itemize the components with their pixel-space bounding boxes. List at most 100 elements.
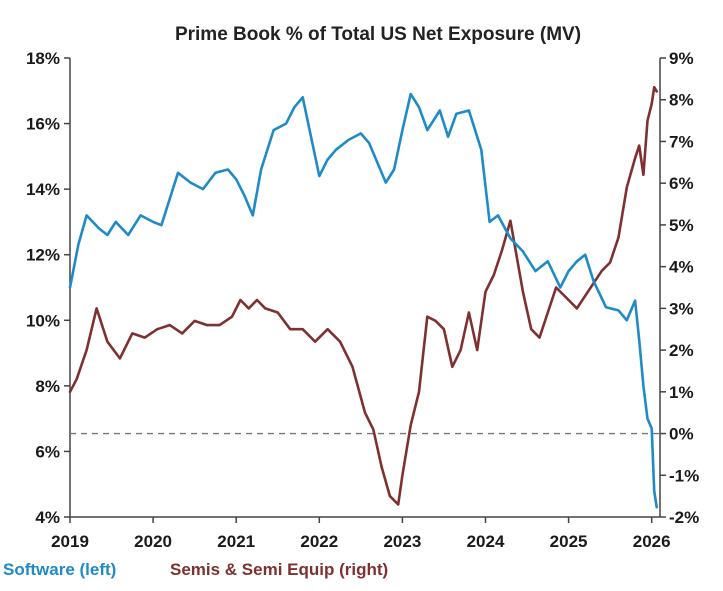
software-data-point bbox=[114, 221, 117, 223]
software-data-point bbox=[576, 260, 578, 263]
semis-data-point bbox=[567, 299, 570, 301]
software-data-point bbox=[77, 244, 80, 246]
software-data-point bbox=[252, 214, 254, 217]
x-tick-label: 2022 bbox=[300, 532, 338, 551]
software-data-point bbox=[488, 221, 491, 223]
software-data-point bbox=[139, 214, 142, 217]
semis-data-point bbox=[653, 86, 655, 88]
semis-data-point bbox=[314, 340, 316, 343]
software-data-point bbox=[214, 172, 217, 174]
semis-data-point bbox=[538, 336, 541, 339]
x-tick-label: 2025 bbox=[550, 532, 588, 551]
software-data-point bbox=[401, 129, 404, 131]
semis-data-point bbox=[468, 311, 470, 314]
software-data-point bbox=[634, 299, 636, 302]
software-data-point bbox=[426, 129, 429, 131]
right-tick-label: 5% bbox=[669, 216, 694, 235]
left-tick-label: 10% bbox=[26, 311, 60, 330]
right-tick-label: 2% bbox=[669, 341, 694, 360]
software-data-point bbox=[497, 214, 499, 217]
semis-data-point bbox=[484, 290, 487, 293]
semis-data-point bbox=[397, 503, 400, 506]
software-data-point bbox=[626, 319, 628, 322]
software-data-point bbox=[617, 309, 620, 312]
semis-data-point bbox=[351, 366, 354, 368]
software-data-point bbox=[160, 224, 163, 226]
software-data-point bbox=[347, 139, 350, 141]
right-tick-label: 7% bbox=[669, 132, 694, 151]
semis-data-point bbox=[576, 307, 578, 310]
software-data-point bbox=[272, 129, 275, 131]
software-data-point bbox=[127, 234, 129, 236]
semis-data-point bbox=[264, 307, 267, 310]
software-data-point bbox=[335, 149, 337, 151]
semis-data-point bbox=[451, 366, 454, 368]
software-data-point bbox=[522, 250, 524, 253]
x-tick-label: 2019 bbox=[51, 532, 89, 551]
semis-data-point bbox=[655, 90, 658, 93]
software-data-point bbox=[285, 122, 287, 125]
software-data-point bbox=[646, 417, 649, 420]
left-tick-label: 12% bbox=[26, 246, 60, 265]
software-data-point bbox=[368, 142, 371, 144]
software-data-point bbox=[106, 234, 109, 236]
software-data-point bbox=[243, 194, 246, 197]
semis-data-point bbox=[156, 328, 159, 331]
left-tick-label: 18% bbox=[26, 49, 60, 68]
semis-data-point bbox=[206, 324, 208, 326]
software-data-point bbox=[318, 175, 321, 177]
software-data-point bbox=[447, 135, 449, 138]
software-data-point bbox=[567, 270, 570, 272]
right-tick-label: 3% bbox=[669, 299, 694, 318]
x-tick-label: 2023 bbox=[383, 532, 421, 551]
software-data-point bbox=[409, 93, 412, 95]
x-tick-label: 2026 bbox=[633, 532, 671, 551]
x-tick-label: 2024 bbox=[467, 532, 505, 551]
semis-data-point bbox=[642, 174, 645, 176]
software-data-point bbox=[360, 132, 362, 135]
semis-data-point bbox=[380, 466, 383, 468]
semis-data-point bbox=[326, 328, 329, 331]
semis-data-point bbox=[650, 103, 653, 105]
semis-data-point bbox=[646, 119, 649, 122]
right-tick-label: -1% bbox=[669, 466, 699, 485]
semis-data-point bbox=[69, 391, 71, 393]
software-data-point bbox=[468, 109, 470, 112]
semis-data-point bbox=[131, 332, 134, 335]
semis-data-point bbox=[389, 495, 391, 497]
semis-data-point bbox=[218, 324, 221, 326]
semis-data-point bbox=[522, 290, 524, 293]
semis-data-point bbox=[231, 315, 233, 318]
semis-data-point bbox=[617, 236, 620, 239]
software-data-point bbox=[439, 109, 441, 112]
left-tick-label: 14% bbox=[26, 180, 60, 199]
software-data-point bbox=[227, 168, 229, 171]
left-tick-label: 8% bbox=[35, 377, 60, 396]
legend-semis: Semis & Semi Equip (right) bbox=[170, 560, 388, 579]
semis-data-point bbox=[530, 328, 532, 331]
semis-data-point bbox=[626, 186, 628, 189]
software-data-point bbox=[455, 112, 458, 115]
semis-data-point bbox=[85, 349, 88, 351]
software-data-point bbox=[235, 178, 237, 181]
software-data-point bbox=[605, 306, 607, 309]
semis-data-point bbox=[443, 328, 445, 331]
software-data-point bbox=[418, 106, 420, 108]
x-tick-label: 2021 bbox=[217, 532, 255, 551]
semis-data-point bbox=[276, 311, 279, 314]
software-data-point bbox=[385, 181, 387, 184]
series-layer bbox=[68, 85, 659, 509]
software-data-point bbox=[547, 260, 549, 263]
semis-data-point bbox=[434, 320, 437, 322]
semis-data-point bbox=[289, 328, 292, 331]
semis-data-point bbox=[555, 286, 557, 289]
semis-data-point bbox=[476, 349, 479, 351]
semis-data-point bbox=[501, 249, 503, 251]
software-data-point bbox=[202, 188, 204, 190]
left-tick-label: 6% bbox=[35, 442, 60, 461]
software-data-point bbox=[559, 286, 562, 289]
semis-data-point bbox=[95, 307, 98, 310]
software-data-point bbox=[642, 385, 645, 387]
